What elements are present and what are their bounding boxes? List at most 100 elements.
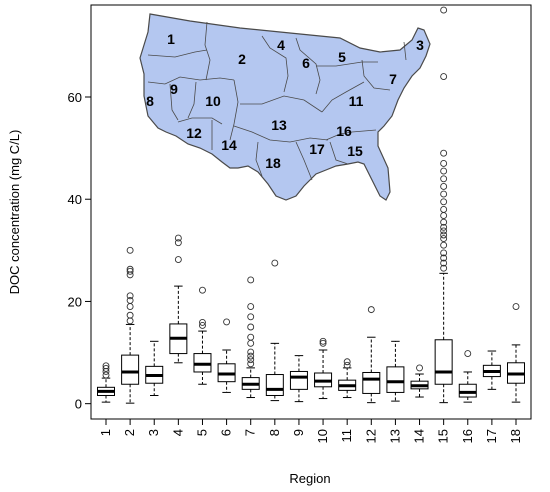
x-tick-label: 18 bbox=[508, 429, 523, 443]
region-boundaries bbox=[147, 21, 407, 181]
box-region-18 bbox=[507, 303, 525, 403]
outlier-point bbox=[247, 313, 255, 321]
map-region-label: 15 bbox=[347, 143, 363, 159]
outlier-point bbox=[126, 296, 134, 304]
x-tick-label: 15 bbox=[436, 429, 451, 443]
outlier-point bbox=[199, 322, 206, 329]
map-region-label: 12 bbox=[186, 125, 202, 141]
outlier-point bbox=[512, 303, 520, 311]
outlier-point bbox=[247, 276, 255, 284]
x-tick-label: 13 bbox=[387, 429, 402, 443]
y-tick-label: 40 bbox=[68, 192, 82, 207]
box-region-13 bbox=[386, 340, 405, 402]
map-region-label: 13 bbox=[271, 117, 287, 133]
x-tick-label: 14 bbox=[412, 429, 427, 443]
box-region-14 bbox=[410, 364, 429, 398]
x-axis-title: Region bbox=[289, 471, 330, 486]
outlier-point bbox=[174, 256, 182, 263]
outlier-point bbox=[102, 364, 110, 372]
box-region-8 bbox=[265, 259, 284, 402]
box-region-10 bbox=[314, 337, 333, 400]
outlier-point bbox=[440, 218, 448, 226]
outlier-point bbox=[126, 303, 134, 311]
outlier-point bbox=[247, 352, 255, 360]
y-axis-title: DOC concentration (mg C/L) bbox=[7, 130, 22, 295]
outlier-point bbox=[440, 223, 448, 231]
outlier-point bbox=[199, 318, 206, 326]
iqr-box bbox=[362, 371, 381, 394]
map-region-label: 11 bbox=[349, 93, 364, 109]
outlier-point bbox=[440, 167, 448, 175]
iqr-box bbox=[289, 370, 308, 390]
x-tick-label: 10 bbox=[315, 429, 330, 443]
outlier-point bbox=[440, 182, 448, 190]
x-tick-label: 16 bbox=[460, 429, 475, 443]
outlier-point bbox=[440, 159, 448, 167]
x-tick-label: 17 bbox=[484, 429, 499, 443]
outlier-point bbox=[223, 318, 231, 326]
outlier-point bbox=[247, 339, 255, 347]
outlier-point bbox=[440, 249, 448, 257]
box-series bbox=[97, 6, 525, 404]
map-region-label: 17 bbox=[309, 141, 325, 157]
outlier-point bbox=[247, 360, 255, 368]
map-region-label: 7 bbox=[389, 71, 397, 87]
box-region-3 bbox=[145, 340, 164, 396]
map-region-label: 6 bbox=[302, 55, 310, 71]
outlier-point bbox=[343, 358, 351, 366]
map-region-label: 9 bbox=[170, 81, 178, 97]
map-region-label: 2 bbox=[238, 51, 246, 67]
plot-frame bbox=[90, 4, 532, 420]
x-axis: 1 2 3 4 5 6 7 8 9 10 11 12 13 14 15 16 17 18 bbox=[98, 419, 523, 443]
x-tick-label: 4 bbox=[170, 429, 185, 436]
outlier-point bbox=[102, 362, 110, 370]
y-tick-label: 20 bbox=[68, 294, 82, 309]
map-region-label: 16 bbox=[336, 123, 352, 139]
x-tick-label: 8 bbox=[267, 429, 282, 436]
x-tick-label: 1 bbox=[98, 429, 113, 436]
box-region-11 bbox=[338, 358, 357, 399]
map-region-label: 18 bbox=[265, 155, 281, 171]
outlier-point bbox=[126, 292, 134, 300]
outlier-point bbox=[126, 267, 134, 275]
x-tick-label: 7 bbox=[243, 429, 258, 436]
outlier-point bbox=[440, 6, 448, 14]
outlier-point bbox=[319, 337, 327, 345]
outlier-point bbox=[440, 235, 448, 243]
box-region-1 bbox=[97, 362, 115, 403]
outlier-point bbox=[440, 227, 448, 235]
outlier-point bbox=[126, 265, 134, 273]
box-region-6 bbox=[217, 318, 236, 393]
outlier-point bbox=[440, 212, 448, 220]
box-region-2 bbox=[121, 246, 140, 404]
outlier-point bbox=[416, 364, 423, 372]
outlier-point bbox=[440, 149, 448, 157]
box-region-15 bbox=[434, 6, 453, 404]
outlier-point bbox=[174, 239, 182, 247]
box-region-17 bbox=[482, 350, 501, 390]
map-region-label: 14 bbox=[221, 137, 237, 153]
outlier-point bbox=[440, 241, 448, 249]
map-region-label: 1 bbox=[167, 31, 175, 47]
iqr-box bbox=[386, 366, 405, 393]
outlier-point bbox=[102, 371, 110, 379]
us-outline bbox=[139, 13, 431, 201]
outlier-point bbox=[126, 317, 134, 325]
outlier-point bbox=[440, 264, 448, 272]
outlier-point bbox=[440, 231, 448, 239]
box-region-4 bbox=[169, 234, 188, 364]
y-tick-label: 0 bbox=[75, 397, 82, 412]
outlier-point bbox=[199, 286, 206, 294]
outlier-point bbox=[247, 303, 255, 311]
outlier-point bbox=[247, 333, 255, 341]
box-region-12 bbox=[362, 306, 381, 404]
box-region-7 bbox=[241, 276, 260, 399]
x-tick-label: 12 bbox=[363, 429, 378, 443]
x-tick-label: 6 bbox=[219, 429, 234, 436]
outlier-point bbox=[247, 323, 255, 331]
outlier-point bbox=[126, 246, 134, 254]
iqr-box bbox=[458, 383, 477, 398]
outlier-point bbox=[440, 175, 448, 183]
x-tick-label: 5 bbox=[194, 429, 209, 436]
map-region-label: 10 bbox=[205, 93, 221, 109]
